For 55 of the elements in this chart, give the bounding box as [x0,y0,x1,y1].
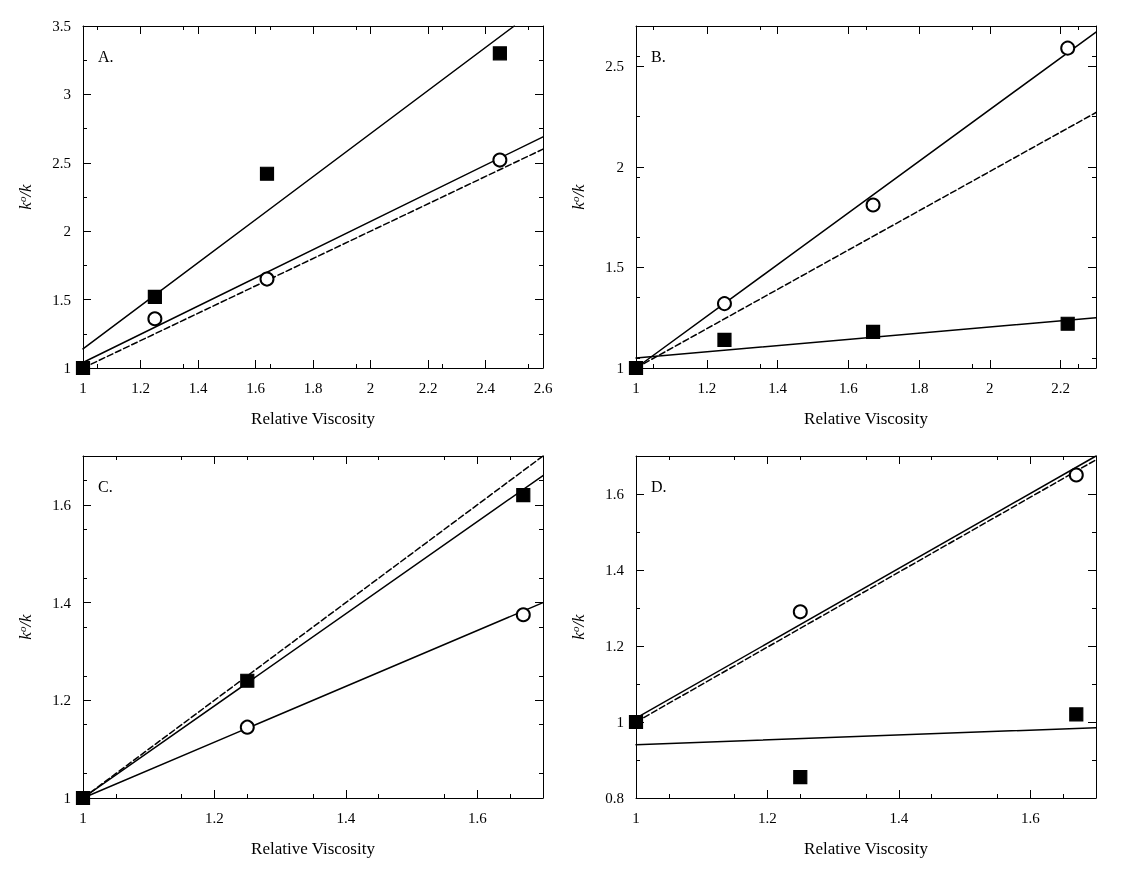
x-tick-label: 2.2 [1051,379,1070,396]
y-axis-title: ko/k [15,183,35,210]
x-tick-label: 1.4 [336,809,356,826]
y-tick-label: 2.5 [52,154,71,171]
x-tick-label: 1.8 [909,379,929,396]
y-tick-label: 1 [63,790,71,806]
y-tick-label: 1.6 [52,496,72,513]
x-axis-title: Relative Viscosity [804,409,929,428]
x-axis-title: Relative Viscosity [251,409,376,428]
annotation: C. [98,477,113,495]
y-tick-label: 3 [63,86,71,103]
x-tick-label: 1.4 [889,809,909,826]
x-tick-label: 2.6 [533,379,553,396]
y-tick-label: 1 [63,360,71,376]
y-tick-label: 0.8 [605,790,624,806]
y-tick-label: 1 [616,360,624,376]
x-tick-label: 1.6 [1020,809,1041,826]
x-tick-label: 1.2 [697,379,717,396]
y-tick-label: 1.6 [605,486,625,502]
y-tick-label: 1.2 [605,638,624,654]
x-tick-label: 1 [79,809,87,826]
y-tick-label: 2 [63,223,71,240]
y-axis-title: ko/k [568,183,588,210]
y-axis-title: ko/k [15,613,35,640]
x-tick-label: 2 [986,379,994,396]
x-axis-title: Relative Viscosity [251,839,376,858]
x-tick-label: 1 [79,379,87,396]
x-tick-label: 1 [632,379,640,396]
y-tick-label: 1.4 [605,562,625,578]
x-tick-label: 1.2 [131,379,150,396]
y-tick-label: 2.5 [605,58,624,75]
x-tick-label: 1.4 [768,379,788,396]
x-tick-label: 1.6 [246,379,266,396]
y-axis-title: ko/k [568,613,588,640]
x-tick-label: 1.2 [758,809,777,826]
x-tick-label: 1.6 [467,809,488,826]
x-tick-label: 1.4 [188,379,208,396]
annotation: A. [98,47,114,65]
x-tick-label: 2 [366,379,375,396]
x-tick-label: 1.6 [838,379,859,396]
x-axis-title: Relative Viscosity [804,839,929,858]
x-tick-label: 1.2 [205,809,224,826]
y-tick-label: 1.5 [605,259,624,276]
annotation: B. [651,47,666,65]
y-tick-label: 1 [616,714,624,730]
x-tick-label: 2.4 [476,379,496,396]
y-tick-label: 1.4 [52,594,72,611]
x-tick-label: 2.2 [418,379,438,396]
y-tick-label: 3.5 [52,18,71,34]
y-tick-label: 2 [616,158,624,175]
annotation: D. [651,477,667,495]
y-tick-label: 1.5 [52,291,71,308]
x-tick-label: 1.8 [303,379,323,396]
y-tick-label: 1.2 [52,692,71,709]
x-tick-label: 1 [632,809,640,826]
